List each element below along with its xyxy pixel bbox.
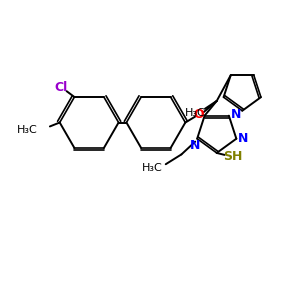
Text: H₃C: H₃C: [142, 163, 162, 173]
Text: SH: SH: [223, 150, 242, 164]
Text: O: O: [194, 108, 204, 121]
Text: Cl: Cl: [54, 81, 67, 94]
Text: N: N: [238, 132, 248, 145]
Text: H₃C: H₃C: [185, 108, 206, 118]
Text: H₃C: H₃C: [17, 125, 38, 135]
Text: N: N: [230, 108, 241, 121]
Text: N: N: [190, 139, 200, 152]
